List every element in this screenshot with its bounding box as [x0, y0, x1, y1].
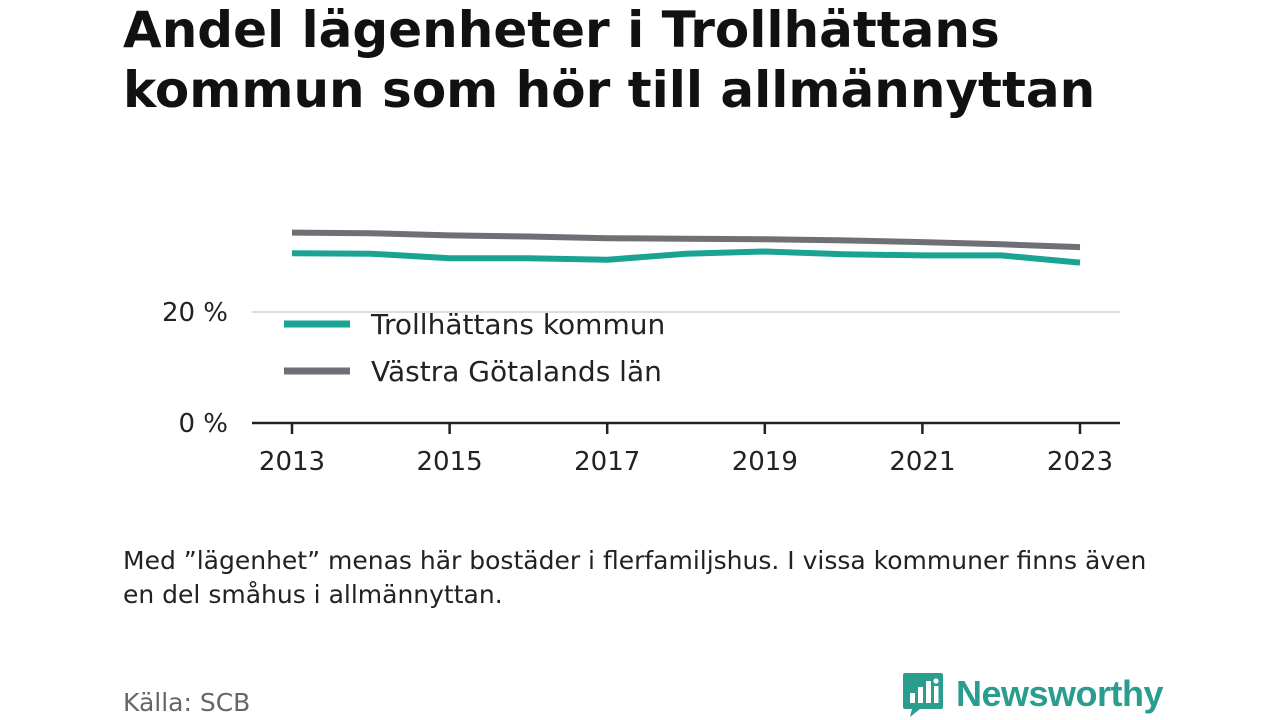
legend-label: Västra Götalands län — [371, 355, 662, 388]
bar-chart-speech-bubble-icon — [903, 673, 943, 717]
series-line-trollh-ttans-kommun — [291, 248, 1081, 266]
series-line-v-stra-g-talands-l-n — [291, 229, 1081, 251]
y-tick-label: 0 % — [178, 409, 228, 439]
x-tick-label: 2013 — [259, 447, 325, 477]
x-tick-label: 2023 — [1047, 447, 1113, 477]
x-tick-label: 2015 — [417, 447, 483, 477]
line-chart: 0 % 20 % 2013 2015 2017 2019 2021 2023 Trollhät… — [162, 229, 1120, 477]
x-tick-label: 2017 — [574, 447, 640, 477]
brand-name: Newsworthy — [956, 673, 1164, 714]
legend-item: Västra Götalands län — [284, 355, 662, 388]
footnote: Med ”lägenhet” menas här bostäder i fler… — [123, 546, 1147, 609]
chart-title: Andel lägenheter i Trollhättans kommun s… — [123, 1, 1096, 119]
series-lines — [291, 229, 1081, 266]
legend-item: Trollhättans kommun — [284, 308, 665, 341]
axes: 0 % 20 % 2013 2015 2017 2019 2021 2023 — [162, 298, 1120, 477]
legend-label: Trollhättans kommun — [370, 308, 665, 341]
y-tick-label: 20 % — [162, 298, 228, 328]
legend: Trollhättans kommun Västra Götalands län — [284, 308, 665, 388]
brand-logo: Newsworthy — [902, 670, 1164, 718]
x-tick-label: 2021 — [889, 447, 955, 477]
source-label: Källa: SCB — [123, 688, 251, 717]
x-tick-label: 2019 — [732, 447, 798, 477]
